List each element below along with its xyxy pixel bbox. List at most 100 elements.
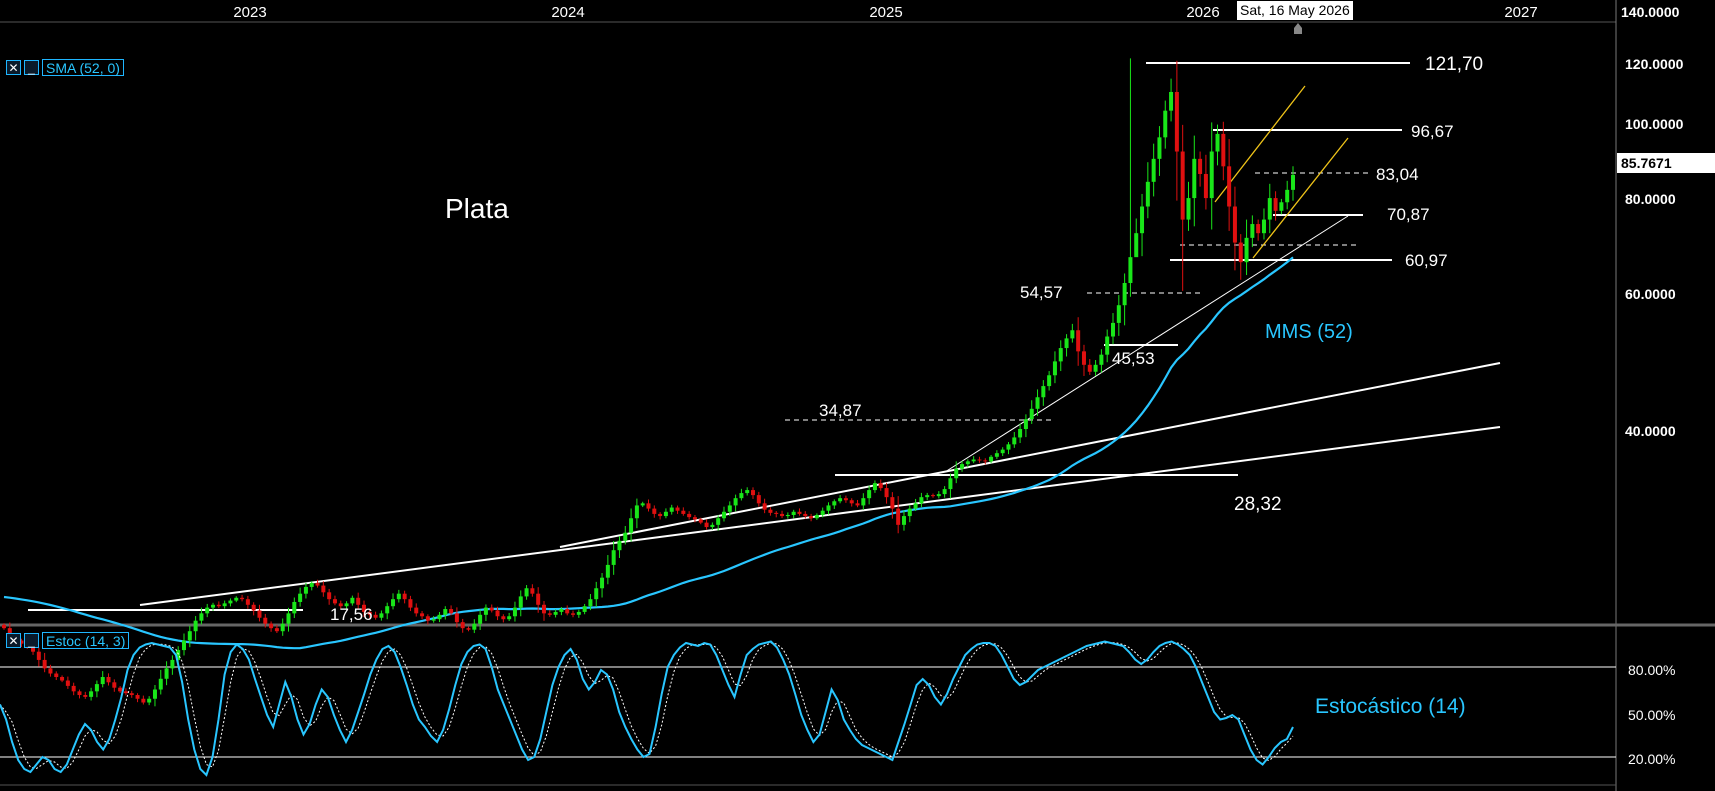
candle-body	[971, 459, 976, 462]
candle	[71, 682, 76, 696]
candle-body	[77, 691, 82, 696]
candle-body	[89, 691, 94, 697]
candle	[123, 688, 128, 696]
candle	[1018, 423, 1023, 444]
candle-body	[925, 495, 930, 498]
year-label-2023: 2023	[233, 4, 266, 21]
candle	[872, 480, 877, 493]
candle-body	[199, 613, 204, 621]
candle-body	[530, 588, 535, 594]
candle-body	[652, 508, 657, 514]
candle-body	[1064, 338, 1069, 349]
candle	[379, 610, 384, 621]
candle	[315, 579, 320, 588]
candle	[884, 482, 889, 504]
candle-body	[501, 616, 506, 620]
candle-body	[605, 564, 610, 578]
candle	[594, 581, 599, 608]
candle-body	[1111, 322, 1116, 337]
candle	[576, 609, 581, 618]
candle-body	[617, 540, 622, 551]
candle	[298, 587, 303, 607]
candle-body	[565, 609, 570, 614]
candle-body	[832, 501, 837, 506]
candle-body	[1140, 206, 1145, 234]
candle	[820, 507, 825, 518]
candle	[704, 519, 709, 530]
candle	[1087, 359, 1092, 375]
candle-body	[983, 460, 988, 462]
candle	[1273, 191, 1278, 221]
level-label-96-67: 96,67	[1411, 122, 1454, 141]
y-tick-40: 40.0000	[1625, 423, 1676, 439]
close-icon[interactable]: ✕	[6, 60, 21, 75]
candle	[228, 598, 233, 607]
candle	[698, 517, 703, 525]
candle	[158, 669, 163, 695]
candle-body	[42, 659, 47, 669]
sma-indicator-label[interactable]: SMA (52, 0)	[42, 59, 124, 76]
candle	[257, 604, 262, 622]
candle-body	[48, 668, 53, 674]
candle-body	[507, 616, 512, 620]
candle-body	[147, 698, 152, 703]
y-tick-120: 120.0000	[1625, 56, 1684, 72]
candle	[1000, 447, 1005, 457]
candle-body	[1076, 330, 1081, 352]
candle	[1058, 340, 1063, 372]
candle-body	[855, 503, 860, 506]
candle-body	[669, 507, 674, 512]
candle-body	[396, 593, 401, 600]
year-label-2024: 2024	[551, 4, 584, 21]
candle-body	[954, 468, 959, 479]
candle-body	[907, 508, 912, 517]
candle-body	[536, 593, 541, 605]
candle	[112, 679, 117, 692]
candle	[1169, 78, 1174, 122]
candle-body	[675, 507, 680, 511]
candle	[861, 493, 866, 510]
candle	[54, 671, 59, 681]
candle-body	[890, 497, 895, 509]
candle-body	[1116, 305, 1121, 323]
minimize-icon[interactable]: _	[24, 633, 39, 648]
candle	[931, 493, 936, 498]
candle-body	[1041, 386, 1046, 398]
candle-body	[495, 610, 500, 617]
candle	[530, 584, 535, 597]
candle-body	[181, 640, 186, 651]
year-label-2026: 2026	[1186, 4, 1219, 21]
candle-body	[222, 603, 227, 607]
candle	[890, 492, 895, 519]
candle-body	[466, 628, 471, 630]
candle-body	[367, 611, 372, 615]
candle	[170, 655, 175, 675]
candle-body	[1256, 224, 1261, 234]
candle-body	[309, 582, 314, 587]
candle	[65, 676, 70, 689]
candle	[785, 512, 790, 519]
candle	[263, 613, 268, 628]
candle-body	[94, 684, 99, 692]
candle-body	[1198, 158, 1203, 174]
stoch-indicator-label[interactable]: Estoc (14, 3)	[42, 632, 130, 649]
price-panel-bg	[0, 22, 1616, 623]
candle-body	[663, 511, 668, 517]
candle-body	[751, 490, 756, 496]
candle	[907, 504, 912, 523]
minimize-icon[interactable]: _	[24, 60, 39, 75]
candle	[478, 609, 483, 630]
close-icon[interactable]: ✕	[6, 633, 21, 648]
candle	[669, 504, 674, 515]
candle	[1267, 183, 1272, 234]
candle-body	[640, 503, 645, 506]
candle	[547, 610, 552, 617]
candle	[19, 638, 24, 648]
candle-body	[420, 613, 425, 617]
candle	[94, 680, 99, 698]
candle-body	[391, 599, 396, 607]
candle-body	[1145, 181, 1150, 207]
candle	[814, 513, 819, 520]
candle-body	[483, 607, 488, 615]
